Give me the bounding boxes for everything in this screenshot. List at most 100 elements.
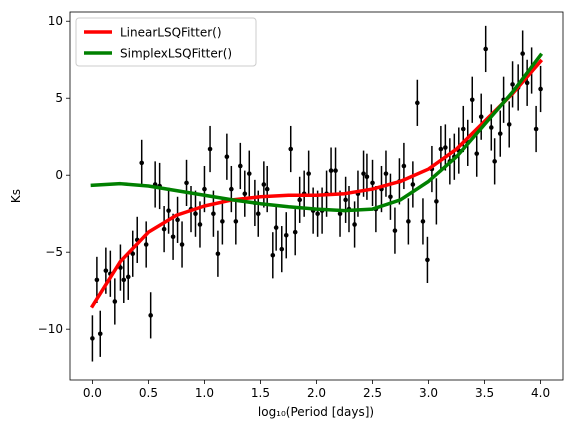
data-point — [246, 171, 252, 176]
data-point — [492, 159, 497, 164]
data-point — [94, 277, 100, 283]
data-point — [273, 225, 279, 230]
data-point — [510, 82, 515, 87]
data-point — [143, 242, 149, 247]
data-point — [392, 228, 398, 233]
data-point — [297, 197, 302, 203]
x-tick-label: 2.0 — [307, 386, 326, 400]
data-point — [410, 182, 416, 187]
y-tick-label: −10 — [38, 322, 63, 336]
data-point — [215, 251, 221, 257]
data-point — [364, 174, 370, 180]
data-point — [170, 234, 176, 240]
data-point — [211, 211, 216, 217]
data-point — [130, 251, 136, 257]
data-point — [406, 219, 411, 224]
fit-line — [90, 52, 544, 213]
data-point — [388, 194, 393, 200]
data-point — [370, 180, 375, 186]
data-point — [425, 257, 430, 263]
data-point — [420, 219, 426, 224]
data-point — [175, 217, 180, 223]
data-point — [233, 219, 239, 224]
axes-frame — [69, 11, 564, 381]
data-point — [193, 211, 198, 217]
legend: LinearLSQFitter() SimplexLSQFitter() — [75, 17, 257, 67]
data-point — [166, 208, 171, 213]
data-point — [352, 222, 357, 227]
legend-label: SimplexLSQFitter() — [120, 47, 232, 61]
x-tick-label: 3.0 — [419, 386, 438, 400]
data-point — [125, 274, 131, 280]
data-point — [401, 163, 407, 169]
data-point — [139, 160, 145, 166]
fit-line — [89, 58, 544, 309]
data-point — [497, 131, 503, 136]
data-point — [207, 146, 213, 152]
data-point — [224, 154, 230, 160]
data-point — [415, 100, 420, 106]
data-point — [524, 80, 530, 86]
data-point — [337, 211, 343, 217]
data-point — [202, 186, 207, 192]
x-tick-label: 2.5 — [363, 386, 382, 400]
data-point — [306, 171, 311, 176]
data-point — [469, 97, 475, 103]
data-point — [443, 145, 448, 150]
legend-label: LinearLSQFitter() — [120, 26, 222, 40]
data-point — [283, 232, 289, 238]
x-tick-label: 0.5 — [139, 386, 158, 400]
data-point — [361, 171, 366, 176]
y-tick-label: 10 — [48, 14, 63, 28]
data-point — [288, 146, 294, 152]
data-point — [292, 229, 298, 235]
data-point — [538, 86, 543, 92]
data-point — [483, 46, 488, 52]
data-point — [506, 122, 512, 127]
data-point — [161, 226, 167, 232]
data-point — [383, 171, 389, 176]
y-axis-label: Ks — [9, 189, 23, 203]
data-point — [179, 242, 185, 247]
x-tick-label: 3.5 — [475, 386, 494, 400]
data-point — [333, 168, 338, 173]
data-point — [148, 313, 153, 318]
data-point — [121, 277, 127, 283]
data-point — [488, 125, 494, 130]
data-point — [242, 191, 248, 196]
legend-box — [75, 17, 257, 67]
data-point — [261, 182, 267, 187]
x-tick-label: 0.0 — [83, 386, 102, 400]
data-point — [264, 186, 270, 192]
data-point — [229, 186, 234, 192]
x-tick-label: 1.0 — [195, 386, 214, 400]
x-axis-label: log₁₀(Period [days]) — [258, 405, 374, 419]
data-point — [112, 299, 118, 304]
data-point — [238, 163, 243, 169]
data-point — [343, 197, 348, 203]
x-tick-label: 1.5 — [251, 386, 270, 400]
x-tick-label: 4.0 — [531, 386, 550, 400]
data-point — [460, 126, 466, 132]
data-point — [90, 336, 95, 341]
data-point — [520, 51, 525, 56]
data-point — [328, 168, 334, 173]
data-point — [97, 331, 103, 337]
data-point — [103, 268, 109, 273]
data-point — [197, 222, 203, 227]
data-point — [434, 199, 439, 204]
data-point — [279, 246, 285, 252]
y-tick-label: 0 — [55, 168, 63, 182]
data-point — [533, 126, 539, 132]
data-point — [474, 151, 480, 156]
data-point — [184, 180, 189, 186]
data-point — [270, 252, 276, 258]
data-point — [315, 211, 320, 217]
data-point — [255, 211, 261, 217]
data-point — [438, 146, 444, 152]
y-tick-label: −5 — [45, 245, 63, 259]
y-tick-label: 5 — [55, 91, 63, 105]
data-point — [220, 219, 225, 224]
data-point — [478, 114, 484, 120]
